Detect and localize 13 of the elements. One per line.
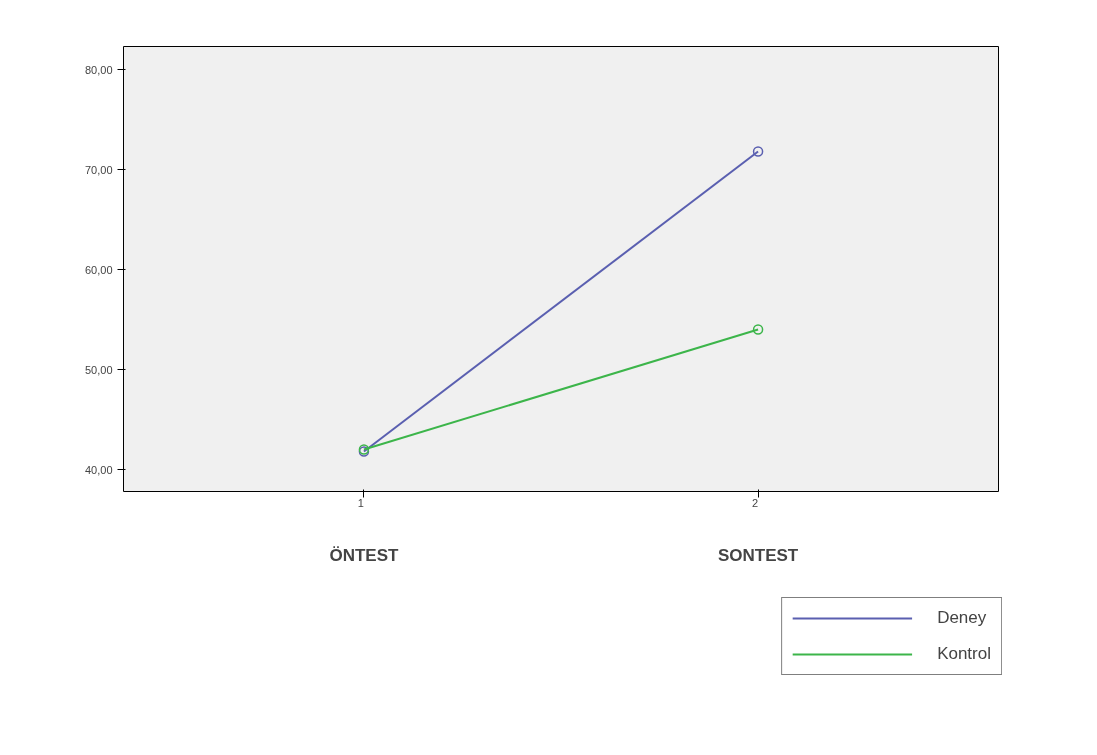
text: Kontrol bbox=[937, 644, 991, 664]
text: SONTEST bbox=[717, 545, 799, 565]
x-tick-label: 1 bbox=[357, 496, 364, 509]
x-tick-label: 2 bbox=[751, 496, 759, 509]
y-tick-label: 60,00 bbox=[84, 263, 113, 276]
point bbox=[752, 324, 764, 335]
text: Deney bbox=[937, 608, 987, 628]
y-tick-label: 40,00 bbox=[84, 463, 113, 476]
point bbox=[752, 146, 764, 157]
y-tick-label: 80,00 bbox=[84, 63, 113, 76]
text: ÖNTEST bbox=[329, 545, 400, 565]
y-tick-label: 50,00 bbox=[84, 363, 113, 376]
y-tick-label: 70,00 bbox=[84, 163, 113, 176]
